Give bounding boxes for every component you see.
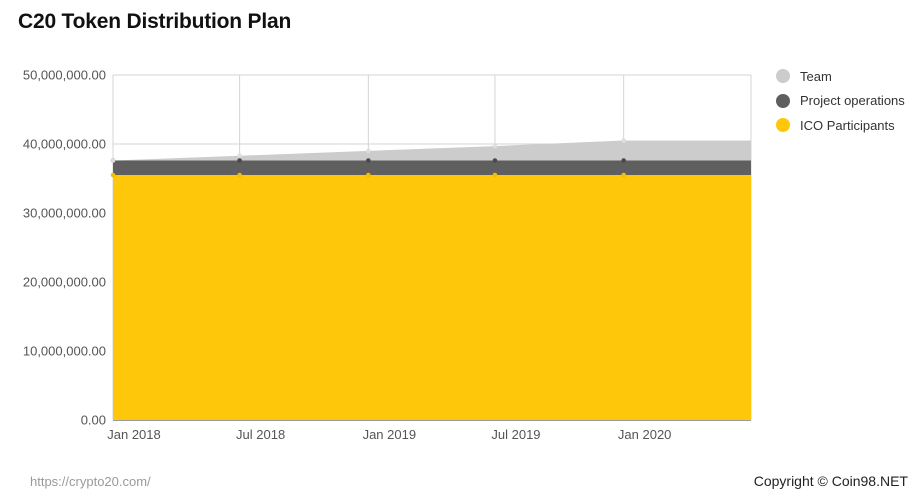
data-point <box>237 158 242 163</box>
legend-label: ICO Participants <box>800 117 895 133</box>
data-point <box>366 172 371 178</box>
x-tick-label: Jan 2019 <box>363 427 417 442</box>
data-point <box>366 148 371 154</box>
y-tick-label: 40,000,000.00 <box>23 137 106 152</box>
data-point <box>621 138 626 143</box>
y-tick-label: 10,000,000.00 <box>23 344 106 359</box>
legend-dot-icon <box>776 69 790 84</box>
legend-item-team[interactable]: Team <box>776 64 905 89</box>
y-tick-label: 50,000,000.00 <box>23 68 106 83</box>
x-tick-label: Jul 2018 <box>236 427 285 442</box>
copyright-note: Copyright © Coin98.NET <box>753 473 908 489</box>
data-point <box>492 143 498 149</box>
distribution-chart: 0.00 10,000,000.00 20,000,000.00 30,000,000… <box>23 68 752 442</box>
data-point <box>110 158 116 163</box>
y-tick-label: 0.00 <box>81 413 106 428</box>
data-point <box>366 158 371 163</box>
x-tick-label: Jul 2019 <box>491 427 540 442</box>
data-point <box>110 172 116 178</box>
legend-dot-icon <box>776 118 790 133</box>
x-tick-label: Jan 2020 <box>618 427 672 442</box>
area-project-operations <box>113 160 751 176</box>
source-url: https://crypto20.com/ <box>30 474 151 489</box>
legend-dot-icon <box>776 93 790 108</box>
legend-label: Team <box>800 68 832 84</box>
y-tick-label: 20,000,000.00 <box>23 275 106 290</box>
data-point <box>621 158 626 163</box>
data-point <box>621 172 626 178</box>
x-tick-label: Jan 2018 <box>107 427 161 442</box>
y-tick-label: 30,000,000.00 <box>23 206 106 221</box>
legend-item-ico-participants[interactable]: ICO Participants <box>776 113 905 138</box>
legend-item-project-operations[interactable]: Project operations <box>776 89 905 114</box>
chart-title: C20 Token Distribution Plan <box>18 10 292 33</box>
data-point <box>492 172 498 178</box>
chart-legend: Team Project operations ICO Participants <box>776 64 905 138</box>
area-ico-participants <box>113 175 751 420</box>
data-point <box>237 153 242 159</box>
legend-label: Project operations <box>800 93 905 109</box>
data-point <box>237 172 242 178</box>
data-point <box>492 158 498 163</box>
area-team <box>113 140 751 161</box>
